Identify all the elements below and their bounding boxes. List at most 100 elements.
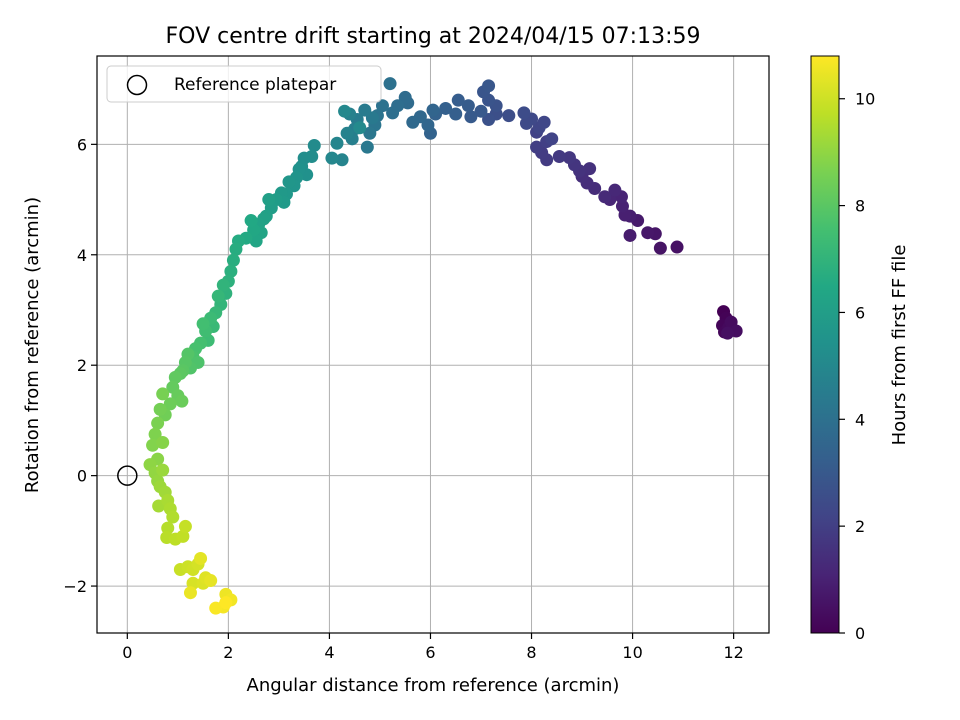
data-point (211, 289, 225, 303)
data-point (461, 99, 475, 113)
x-tick-label: 6 (425, 643, 435, 662)
x-ticks: 0 2 4 6 8 10 12 (122, 633, 744, 662)
data-point (148, 427, 162, 441)
x-tick-label: 12 (723, 643, 743, 662)
colorbar-label: Hours from first FF file (889, 245, 910, 446)
data-point (421, 118, 435, 132)
data-point (209, 601, 223, 615)
data-point (224, 264, 238, 278)
data-point (166, 510, 180, 524)
data-point (282, 175, 296, 189)
data-point (474, 104, 488, 118)
data-point (196, 317, 210, 331)
data-point (641, 226, 655, 240)
y-tick-label: 6 (77, 135, 87, 154)
data-point (156, 436, 170, 450)
data-point (156, 387, 170, 401)
data-point (363, 126, 377, 140)
data-point (262, 193, 276, 207)
data-point (244, 214, 258, 228)
data-point (340, 126, 354, 140)
data-point (335, 153, 349, 167)
data-point (530, 140, 544, 154)
data-point (325, 151, 339, 165)
data-point (519, 116, 533, 130)
data-point (398, 90, 412, 104)
colorbar-tick-label: 2 (855, 517, 865, 536)
data-point (307, 138, 321, 152)
data-point (449, 107, 463, 121)
data-point (226, 253, 240, 267)
x-tick-label: 8 (526, 643, 536, 662)
y-ticks: −2 0 2 4 6 (63, 135, 97, 596)
data-point (168, 370, 182, 384)
data-point (229, 242, 243, 256)
data-point (353, 121, 367, 135)
data-point (358, 103, 372, 117)
data-point (482, 112, 496, 126)
colorbar-tick-label: 8 (855, 197, 865, 216)
colorbar-tick-label: 10 (855, 90, 875, 109)
colorbar-ticks: 0 2 4 6 8 10 (839, 90, 875, 643)
data-point (151, 416, 165, 430)
data-point (146, 438, 160, 452)
data-point (383, 77, 397, 91)
data-point (623, 228, 637, 242)
data-point (360, 140, 374, 154)
data-point (537, 115, 551, 129)
data-point (330, 136, 344, 150)
data-point (482, 79, 496, 93)
data-point (451, 93, 465, 107)
colorbar-tick-label: 6 (855, 303, 865, 322)
y-tick-label: 4 (77, 246, 87, 265)
y-tick-label: 0 (77, 467, 87, 486)
data-point (670, 240, 684, 254)
legend-reference-marker (126, 74, 148, 96)
data-point (249, 234, 263, 248)
x-tick-label: 2 (223, 643, 233, 662)
data-point (502, 109, 516, 123)
chart-title: FOV centre drift starting at 2024/04/15 … (166, 24, 701, 49)
data-point (386, 106, 400, 120)
data-point (194, 551, 208, 565)
colorbar (810, 55, 840, 634)
data-point (219, 596, 233, 610)
data-point (615, 199, 629, 213)
data-point (163, 397, 177, 411)
data-point (608, 183, 622, 197)
y-tick-label: 2 (77, 356, 87, 375)
x-tick-label: 4 (324, 643, 334, 662)
data-point (175, 394, 189, 408)
data-point (176, 529, 190, 543)
data-point (156, 463, 170, 477)
legend-box (106, 65, 382, 103)
data-point (552, 149, 566, 163)
data-point (338, 104, 352, 118)
x-tick-label: 0 (122, 643, 132, 662)
y-tick-label: −2 (63, 577, 87, 596)
data-point (653, 241, 667, 255)
data-point (517, 106, 531, 120)
colorbar-tick-label: 4 (855, 410, 865, 429)
data-point (178, 519, 192, 533)
data-point (153, 402, 167, 416)
data-point (562, 151, 576, 165)
data-point (598, 190, 612, 204)
y-axis-label: Rotation from reference (arcmin) (22, 197, 43, 493)
legend: Reference platepar (106, 65, 382, 103)
data-point (426, 103, 440, 117)
reference-platepar-marker (117, 465, 138, 486)
data-point (161, 521, 175, 535)
data-point (721, 326, 735, 340)
data-point (183, 586, 197, 600)
data-point (406, 115, 420, 129)
legend-reference-label: Reference platepar (174, 75, 336, 95)
data-point (439, 101, 453, 115)
plot-frame (96, 55, 770, 634)
data-points (143, 77, 743, 615)
colorbar-tick-label: 0 (855, 624, 865, 643)
data-point (375, 99, 389, 113)
data-point (464, 110, 478, 124)
data-point (216, 278, 230, 292)
